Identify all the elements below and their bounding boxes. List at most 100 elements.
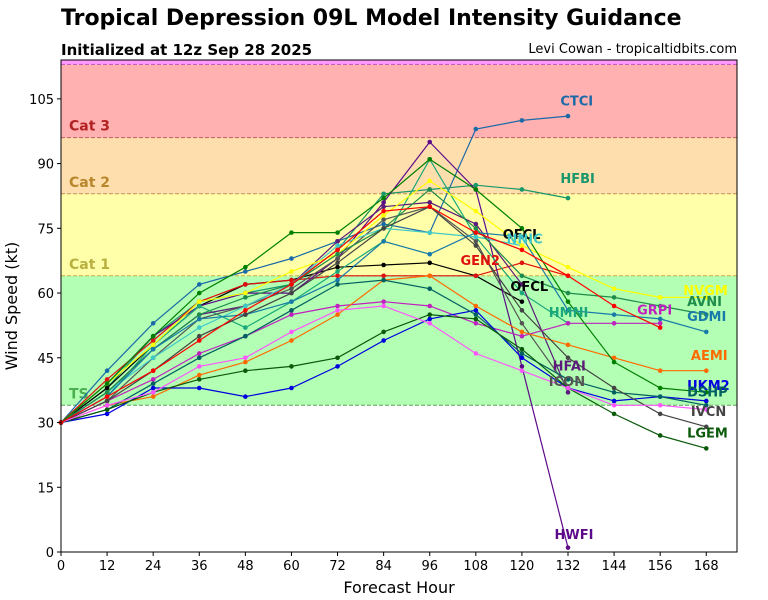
model-series — [58, 113, 709, 550]
data-point — [703, 398, 709, 404]
plot-frame — [60, 59, 738, 553]
data-point — [519, 299, 525, 304]
data-point — [335, 277, 340, 283]
data-point — [473, 230, 479, 235]
x-tick-label: 120 — [509, 559, 534, 574]
data-point — [565, 308, 571, 313]
data-point — [289, 385, 294, 391]
data-point — [657, 411, 663, 417]
data-point — [381, 299, 386, 304]
data-point — [150, 390, 156, 395]
series-label: UKM2 — [687, 379, 730, 394]
data-point — [565, 385, 571, 391]
data-point — [196, 333, 202, 339]
data-point — [335, 312, 340, 317]
data-point — [196, 312, 202, 317]
data-point — [150, 381, 156, 386]
data-point — [565, 264, 571, 270]
series-line — [60, 115, 569, 423]
series-line — [60, 206, 569, 424]
data-point — [381, 208, 386, 214]
data-point — [104, 368, 110, 374]
data-point — [381, 191, 386, 197]
data-point — [703, 424, 709, 430]
data-point — [657, 385, 663, 391]
data-point — [289, 290, 294, 296]
data-point — [519, 333, 525, 339]
data-point — [565, 299, 571, 304]
data-point — [611, 320, 617, 326]
data-point — [381, 262, 386, 268]
data-point — [381, 200, 386, 205]
data-point — [565, 390, 571, 395]
data-point — [657, 325, 663, 330]
data-point — [611, 390, 617, 395]
series-label: HWFI — [555, 528, 594, 543]
chart-title: Tropical Depression 09L Model Intensity … — [61, 6, 682, 31]
data-point — [473, 316, 479, 322]
data-point — [519, 346, 525, 352]
data-point — [519, 234, 525, 240]
data-point — [427, 273, 433, 279]
x-tick-label: 0 — [57, 559, 65, 574]
data-point — [289, 299, 294, 304]
y-axis-label: Wind Speed (kt) — [2, 242, 21, 371]
data-point — [427, 251, 433, 257]
data-point — [196, 372, 202, 378]
data-point — [657, 402, 663, 408]
y-tick-label: 75 — [37, 222, 54, 237]
data-point — [427, 156, 433, 162]
data-point — [703, 402, 709, 408]
data-point — [473, 238, 479, 244]
data-point — [565, 377, 571, 382]
data-point — [611, 402, 617, 408]
data-point — [196, 325, 202, 330]
x-axis: 0 12 24 36 48 60 72 84 96 108 120 132 144 156 168 — [57, 552, 719, 574]
x-tick-label: 108 — [463, 559, 488, 574]
data-point — [519, 243, 525, 248]
data-point — [657, 433, 663, 438]
band-label: Cat 2 — [69, 175, 110, 191]
data-point — [381, 204, 386, 210]
data-point — [243, 282, 248, 287]
series-label: NNIC — [507, 232, 543, 247]
data-point — [565, 113, 571, 119]
data-point — [381, 238, 386, 244]
x-tick-label: 60 — [283, 559, 300, 574]
data-point — [289, 338, 294, 343]
x-tick-label: 96 — [421, 559, 438, 574]
data-point — [473, 273, 479, 279]
data-point — [519, 320, 525, 326]
series-label: AVNI — [687, 295, 722, 310]
data-point — [150, 385, 156, 391]
data-point — [473, 234, 479, 240]
chart-credit: Levi Cowan - tropicaltidbits.com — [528, 42, 737, 57]
data-point — [519, 282, 525, 287]
data-point — [104, 394, 110, 399]
series-label: OFCL — [503, 228, 541, 243]
series-label: GDMI — [687, 310, 726, 325]
data-point — [335, 273, 340, 279]
data-point — [150, 346, 156, 352]
data-point — [243, 303, 248, 309]
data-point — [150, 320, 156, 326]
data-point — [150, 333, 156, 339]
data-point — [196, 355, 202, 361]
data-point — [427, 187, 433, 192]
data-point — [657, 368, 663, 374]
data-point — [289, 256, 294, 261]
chart-subtitle: Initialized at 12z Sep 28 2025 — [61, 41, 313, 59]
data-point — [150, 368, 156, 374]
data-point — [473, 226, 479, 231]
data-point — [243, 290, 248, 296]
y-tick-label: 30 — [37, 417, 54, 432]
data-point — [243, 308, 248, 313]
data-point — [243, 325, 248, 330]
data-point — [196, 364, 202, 369]
data-point — [519, 247, 525, 253]
data-point — [381, 195, 386, 201]
data-point — [611, 355, 617, 361]
data-point — [289, 286, 294, 292]
data-point — [104, 377, 110, 382]
data-point — [104, 398, 110, 404]
